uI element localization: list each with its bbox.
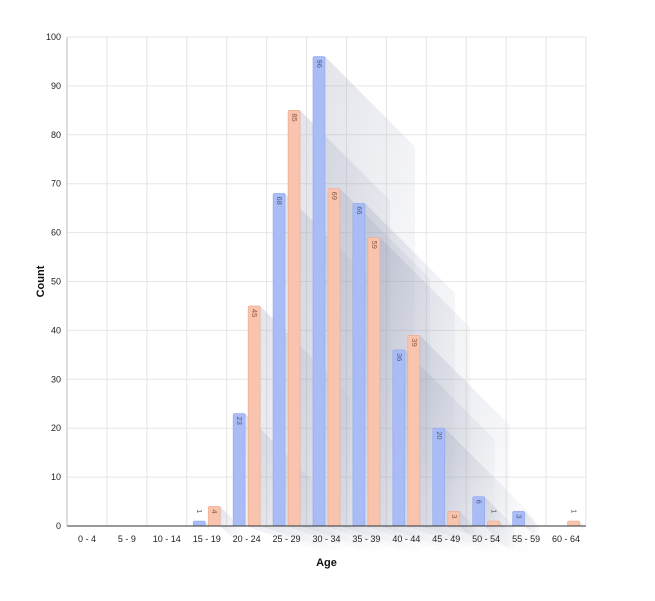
bar (287, 110, 301, 527)
y-tick-label: 90 (51, 81, 61, 91)
bar-value-label: 45 (250, 309, 259, 317)
bar (232, 413, 246, 527)
bar-value-label: 59 (370, 240, 379, 248)
bars (192, 56, 580, 527)
bar-value-label: 6 (475, 500, 484, 504)
bar-value-label: 3 (515, 514, 524, 518)
bar (247, 305, 261, 527)
x-tick-label: 55 - 59 (512, 534, 540, 544)
x-tick-label: 50 - 54 (472, 534, 500, 544)
y-tick-label: 70 (51, 179, 61, 189)
x-tick-label: 20 - 24 (233, 534, 261, 544)
bar (487, 520, 500, 527)
bar (272, 193, 286, 527)
x-tick-label: 15 - 19 (193, 534, 221, 544)
bar (407, 334, 421, 527)
bar-value-label: 85 (290, 113, 299, 121)
bar-value-label: 4 (210, 509, 219, 513)
bar (352, 202, 366, 527)
bar-value-label: 3 (450, 514, 459, 518)
bar-value-label: 23 (235, 417, 244, 425)
bar (312, 56, 326, 527)
bar-value-label: 1 (195, 509, 204, 513)
y-tick-label: 80 (51, 130, 61, 140)
x-tick-label: 60 - 64 (552, 534, 580, 544)
y-axis-title: Count (35, 265, 47, 297)
y-tick-label: 60 (51, 228, 61, 238)
bar-value-label: 1 (490, 509, 499, 513)
bar-value-label: 69 (330, 192, 339, 200)
bar-value-label: 39 (410, 338, 419, 346)
bar (392, 349, 406, 527)
y-tick-label: 40 (51, 325, 61, 335)
x-tick-label: 40 - 44 (392, 534, 420, 544)
y-tick-label: 50 (51, 277, 61, 287)
y-tick-label: 0 (56, 521, 61, 531)
bar-value-label: 1 (570, 509, 579, 513)
x-tick-label: 35 - 39 (352, 534, 380, 544)
bar (432, 427, 446, 527)
x-tick-label: 5 - 9 (118, 534, 136, 544)
y-tick-label: 30 (51, 374, 61, 384)
x-tick-label: 45 - 49 (432, 534, 460, 544)
x-axis-title: Age (316, 557, 337, 569)
x-tick-label: 0 - 4 (78, 534, 96, 544)
bar (367, 237, 381, 527)
bar-value-label: 66 (355, 206, 364, 214)
bar (567, 520, 580, 527)
bar (327, 188, 341, 527)
y-tick-label: 100 (46, 32, 61, 42)
bar (192, 520, 206, 527)
bar-value-label: 36 (395, 353, 404, 361)
y-tick-label: 20 (51, 423, 61, 433)
bar-value-label: 96 (315, 60, 324, 68)
y-tick-label: 10 (51, 472, 61, 482)
axes: 0 10 20 30 40 50 60 70 80 90 100 0 - 4 5 - 9 10 - 14 1… (46, 32, 586, 544)
x-tick-label: 10 - 14 (153, 534, 181, 544)
bar-value-label: 68 (275, 196, 284, 204)
x-tick-label: 30 - 34 (312, 534, 340, 544)
x-tick-label: 25 - 29 (273, 534, 301, 544)
bar-value-label: 20 (435, 431, 444, 439)
